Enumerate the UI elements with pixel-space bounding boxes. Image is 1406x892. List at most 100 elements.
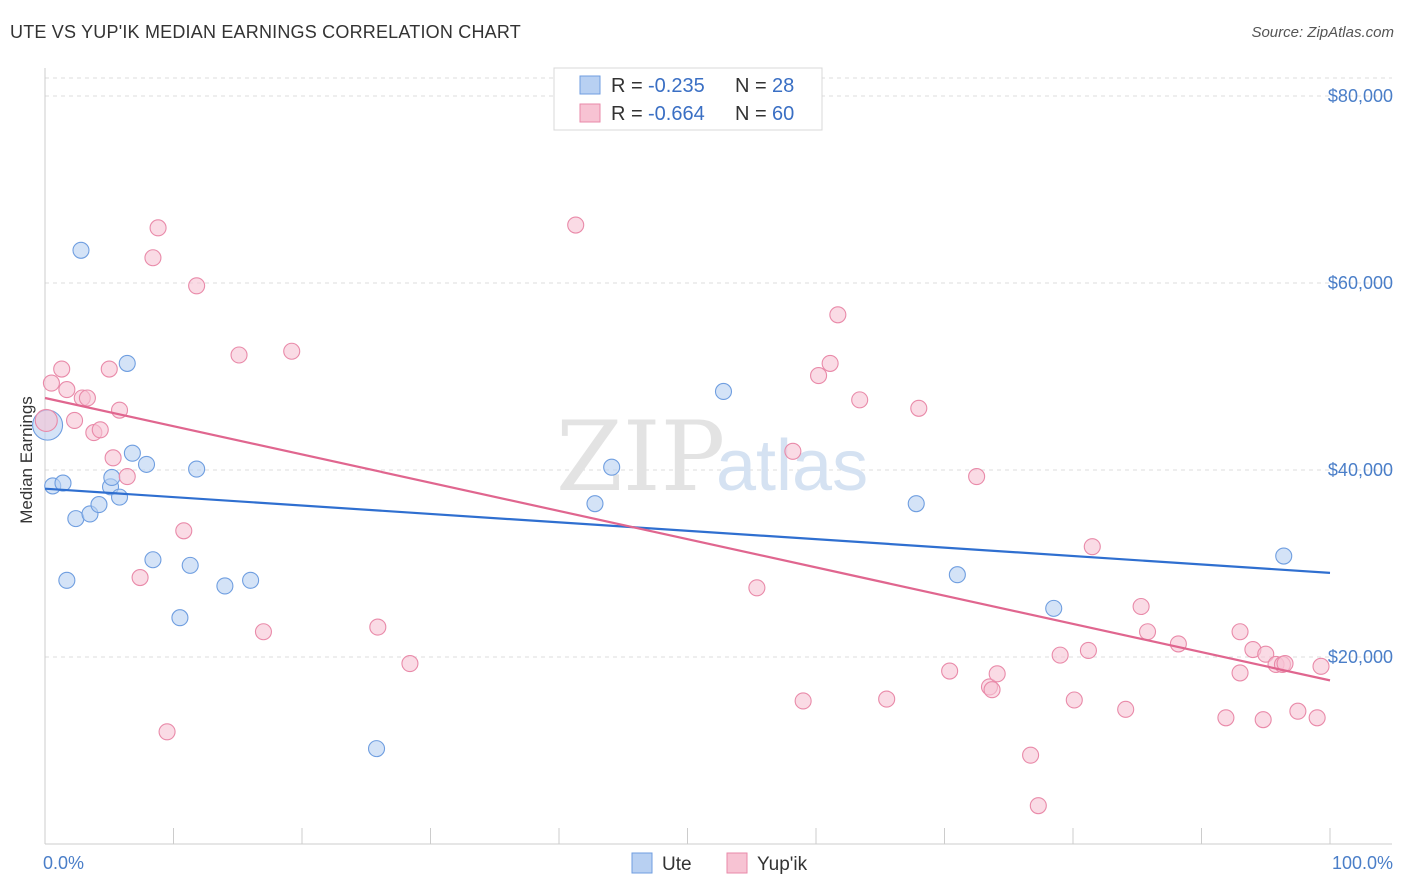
- point-yupik-45: [1117, 700, 1135, 718]
- y-tick-labels: $20,000 $40,000 $60,000 $80,000: [1328, 86, 1393, 667]
- point-yupik-25: [748, 579, 766, 597]
- point-yupik-21: [283, 342, 301, 360]
- watermark-zip: ZIP: [556, 401, 725, 513]
- point-yupik-26: [784, 442, 802, 460]
- point-ute-19: [242, 571, 260, 589]
- point-ute-15: [171, 609, 189, 627]
- bottom-legend: Ute Yup'ik: [631, 852, 808, 875]
- point-ute-13: [137, 455, 156, 473]
- trend-lines: [44, 396, 1331, 682]
- point-yupik-24: [567, 216, 585, 234]
- chart-source: Source: ZipAtlas.com: [1251, 24, 1394, 41]
- point-ute-27: [1275, 547, 1293, 565]
- legend-r-label-ute: R =: [611, 75, 643, 97]
- axes: [44, 68, 1392, 845]
- trend-line-ute: [44, 487, 1331, 574]
- point-ute-9: [103, 468, 121, 487]
- point-ute-22: [603, 458, 621, 476]
- point-yupik-0: [34, 408, 58, 432]
- point-yupik-40: [1029, 797, 1047, 815]
- point-yupik-44: [1083, 538, 1101, 556]
- y-axis-label: Median Earnings: [17, 396, 36, 524]
- point-yupik-1: [42, 374, 60, 392]
- point-yupik-29: [821, 354, 839, 372]
- point-ute-5: [72, 241, 90, 259]
- legend-n-value-ute: 28: [772, 75, 794, 97]
- point-yupik-42: [1065, 691, 1083, 709]
- chart-title: UTE VS YUP'IK MEDIAN EARNINGS CORRELATIO…: [10, 22, 521, 42]
- point-yupik-18: [188, 277, 206, 295]
- x-tick-label-start: 0.0%: [43, 853, 84, 873]
- point-ute-14: [144, 551, 162, 569]
- point-yupik-47: [1138, 623, 1157, 641]
- point-yupik-19: [230, 346, 248, 364]
- y-tick-label-0: $20,000: [1328, 647, 1393, 667]
- point-yupik-8: [91, 421, 109, 439]
- point-yupik-34: [941, 662, 959, 680]
- point-ute-3: [58, 571, 76, 589]
- legend-r-value-ute: -0.235: [648, 75, 705, 97]
- point-ute-18: [216, 577, 234, 595]
- point-yupik-33: [910, 399, 928, 417]
- point-yupik-43: [1079, 641, 1097, 660]
- x-tick-labels: 0.0% 100.0%: [43, 853, 1393, 873]
- legend-n-label-yupik: N =: [735, 103, 767, 125]
- point-yupik-12: [118, 467, 136, 486]
- point-yupik-3: [58, 381, 76, 399]
- point-yupik-4: [66, 411, 84, 429]
- point-yupik-16: [158, 723, 176, 741]
- point-yupik-28: [810, 367, 828, 385]
- point-ute-12: [123, 444, 141, 462]
- point-yupik-60: [1312, 657, 1330, 675]
- bottom-legend-swatch-ute: [631, 852, 653, 874]
- point-yupik-49: [1217, 709, 1235, 727]
- point-ute-7: [90, 496, 108, 514]
- watermark: ZIP atlas: [556, 401, 868, 513]
- data-points: [32, 216, 1330, 815]
- legend-swatch-ute: [579, 75, 601, 95]
- y-tick-label-1: $40,000: [1328, 460, 1393, 480]
- point-yupik-51: [1231, 664, 1249, 682]
- point-yupik-31: [851, 391, 869, 409]
- point-yupik-39: [1022, 746, 1040, 764]
- point-ute-17: [188, 460, 206, 478]
- point-ute-20: [367, 740, 386, 758]
- point-yupik-58: [1289, 702, 1307, 720]
- bottom-legend-ute: Ute: [662, 854, 692, 875]
- bottom-legend-yupik: Yup'ik: [757, 854, 808, 875]
- point-yupik-30: [829, 306, 847, 324]
- point-yupik-50: [1231, 623, 1249, 641]
- legend-box: R = -0.235 N = 28 R = -0.664 N = 60: [553, 67, 823, 131]
- point-ute-10: [110, 488, 129, 506]
- point-ute-11: [118, 354, 136, 372]
- point-yupik-9: [100, 360, 118, 378]
- point-yupik-35: [968, 467, 986, 486]
- point-yupik-15: [149, 219, 167, 237]
- point-ute-24: [907, 495, 925, 513]
- point-ute-4: [67, 510, 85, 528]
- point-ute-26: [1045, 599, 1063, 617]
- point-yupik-14: [144, 249, 162, 267]
- point-yupik-10: [104, 449, 122, 467]
- point-ute-16: [181, 556, 199, 574]
- watermark-atlas: atlas: [716, 426, 868, 506]
- point-yupik-37: [983, 681, 1001, 699]
- point-ute-21: [586, 495, 604, 513]
- trend-line-yupik: [44, 396, 1331, 682]
- legend-r-value-yupik: -0.664: [648, 103, 705, 125]
- point-yupik-17: [175, 522, 193, 540]
- point-yupik-38: [988, 665, 1006, 683]
- point-yupik-23: [401, 654, 419, 673]
- point-yupik-6: [78, 389, 96, 407]
- point-yupik-48: [1169, 635, 1187, 653]
- legend-n-label-ute: N =: [735, 75, 767, 97]
- legend-n-value-yupik: 60: [772, 103, 794, 125]
- point-ute-2: [54, 474, 72, 492]
- point-yupik-2: [53, 360, 71, 378]
- gridlines: [45, 77, 1392, 658]
- bottom-legend-swatch-yupik: [726, 852, 748, 874]
- y-tick-label-3: $80,000: [1328, 86, 1393, 106]
- legend-r-label-yupik: R =: [611, 103, 643, 125]
- point-yupik-20: [254, 623, 273, 641]
